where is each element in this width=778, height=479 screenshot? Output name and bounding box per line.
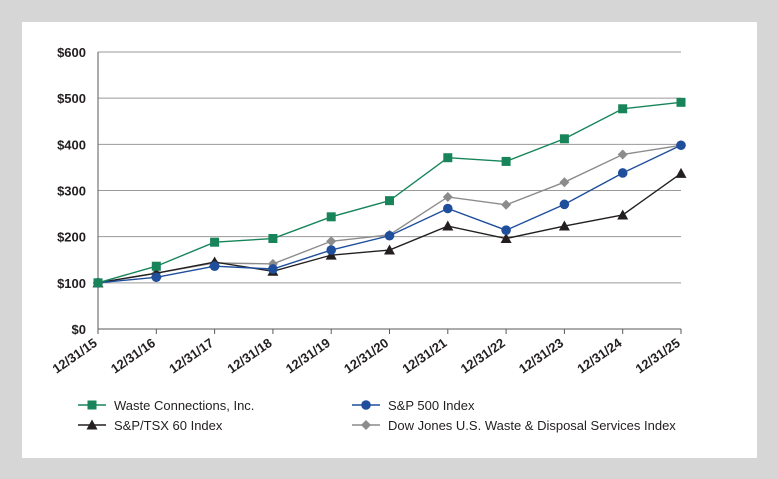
data-point xyxy=(501,199,512,210)
data-point xyxy=(559,199,570,210)
chart-panel: $0 $100 $200 $300 $400 $500 $600 12/31/15 12/31/… xyxy=(22,22,757,458)
x-tick-label: 12/31/24 xyxy=(574,335,625,377)
data-point xyxy=(326,245,337,255)
x-tick-label: 12/31/19 xyxy=(283,335,333,376)
series-line xyxy=(97,101,682,284)
legend-item-0: Waste Connections, Inc. xyxy=(78,398,254,413)
y-tick-label: $500 xyxy=(57,91,86,106)
series-1 xyxy=(93,140,686,288)
data-point xyxy=(443,203,453,214)
data-point xyxy=(326,236,337,247)
legend-marker xyxy=(87,400,97,410)
data-point xyxy=(210,237,220,247)
legend-label: S&P/TSX 60 Index xyxy=(114,418,223,433)
data-point xyxy=(326,212,336,222)
data-point xyxy=(268,234,278,244)
data-point xyxy=(558,220,570,231)
series-line xyxy=(97,144,682,284)
x-tick-label: 12/31/23 xyxy=(516,335,566,376)
series-3 xyxy=(93,140,686,288)
x-tick-label: 12/31/16 xyxy=(108,335,158,376)
data-point xyxy=(617,168,628,178)
data-point xyxy=(675,167,687,178)
x-tick-label: 12/31/17 xyxy=(166,335,216,376)
data-point xyxy=(443,153,453,163)
data-point xyxy=(442,220,454,231)
x-tick-label: 12/31/25 xyxy=(633,335,683,376)
data-point xyxy=(93,278,103,288)
y-tick-label: $300 xyxy=(57,184,86,199)
legend-marker xyxy=(361,420,371,430)
series-line xyxy=(97,172,682,284)
x-tick-label: 12/31/18 xyxy=(225,335,275,376)
x-tick-label: 12/31/21 xyxy=(399,335,449,376)
data-point xyxy=(209,261,220,272)
legend-label: Dow Jones U.S. Waste & Disposal Services… xyxy=(388,418,676,433)
legend-label: Waste Connections, Inc. xyxy=(114,398,254,413)
data-point xyxy=(501,225,511,236)
series-line xyxy=(97,144,682,284)
data-point xyxy=(384,230,395,241)
data-point xyxy=(442,191,453,202)
data-point xyxy=(500,233,512,244)
data-point xyxy=(618,104,628,114)
data-point xyxy=(676,140,686,151)
legend-item-1: S&P 500 Index xyxy=(352,398,475,413)
x-tick-label: 12/31/15 xyxy=(50,335,100,376)
data-point xyxy=(559,134,569,144)
legend-marker xyxy=(361,400,371,410)
data-point xyxy=(151,261,161,271)
data-point xyxy=(151,272,162,283)
data-point xyxy=(385,196,394,206)
legend-label: S&P 500 Index xyxy=(388,398,475,413)
data-point xyxy=(617,149,628,160)
x-tick-label: 12/31/22 xyxy=(458,335,508,376)
x-tick-label: 12/31/20 xyxy=(341,335,391,376)
data-point xyxy=(676,97,686,107)
data-point xyxy=(501,156,511,166)
y-tick-label: $100 xyxy=(57,276,86,291)
series-0 xyxy=(93,97,686,288)
y-tick-label: $400 xyxy=(57,137,86,152)
legend-marker xyxy=(86,419,98,430)
data-point xyxy=(384,244,395,255)
data-point xyxy=(617,209,629,220)
data-point xyxy=(268,264,278,274)
legend-item-3: Dow Jones U.S. Waste & Disposal Services… xyxy=(352,418,676,433)
legend-item-2: S&P/TSX 60 Index xyxy=(78,418,223,433)
y-tick-label: $200 xyxy=(57,230,86,245)
y-tick-label: $600 xyxy=(57,45,86,60)
y-tick-label: $0 xyxy=(72,322,86,337)
data-point xyxy=(559,177,570,188)
